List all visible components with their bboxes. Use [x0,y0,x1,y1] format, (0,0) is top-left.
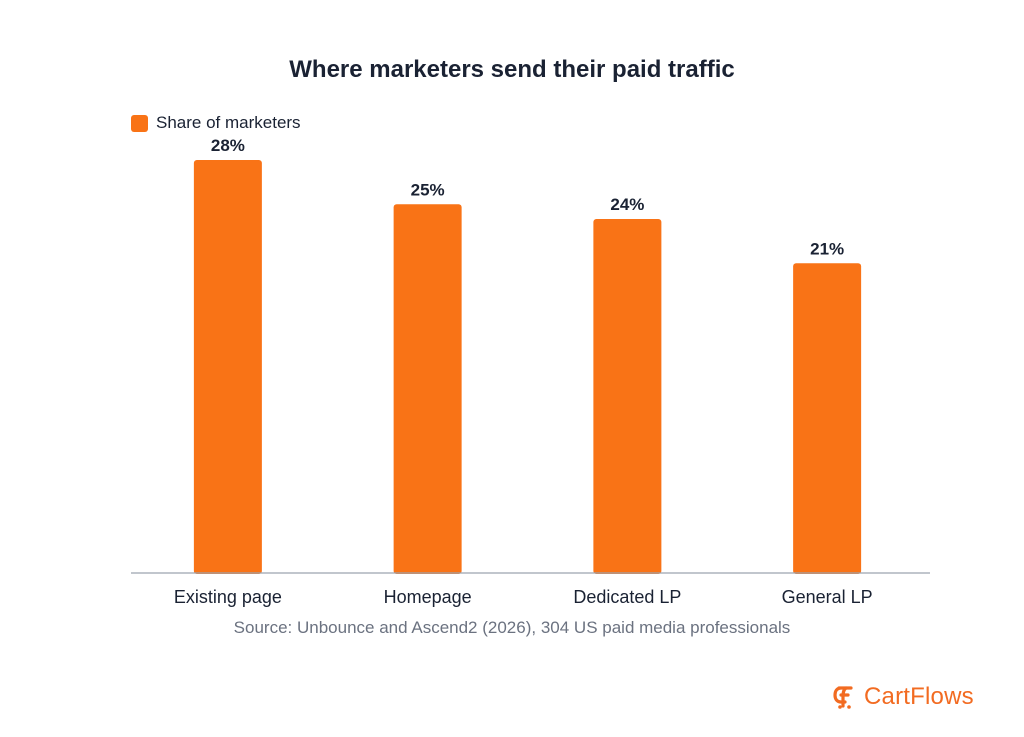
brand-logo: CartFlows [832,683,974,711]
bar-homepage [393,204,462,574]
chart-title: Where marketers send their paid traffic [289,56,735,83]
value-label: 28% [211,136,245,155]
category-label: Homepage [384,587,472,607]
category-label: General LP [782,587,873,607]
bar-existing-page [193,160,262,574]
legend-label: Share of marketers [156,113,301,132]
value-label: 21% [810,239,844,258]
legend-swatch [131,114,148,132]
value-label: 25% [411,180,445,199]
labels-group: 28% Existing page 25% Homepage 24% Dedicated … [174,136,873,607]
source-note: Source: Unbounce and Ascend2 (2026), 304… [233,618,791,637]
category-label: Dedicated LP [573,587,681,607]
brand-name: CartFlows [864,683,974,710]
legend: Share of marketers [131,113,301,133]
category-label: Existing page [174,587,282,607]
bar-general-lp [793,263,862,574]
value-label: 24% [610,195,644,214]
bars-group [193,160,862,574]
cartflows-logo-icon [833,686,853,709]
bar-dedicated-lp [593,219,662,574]
